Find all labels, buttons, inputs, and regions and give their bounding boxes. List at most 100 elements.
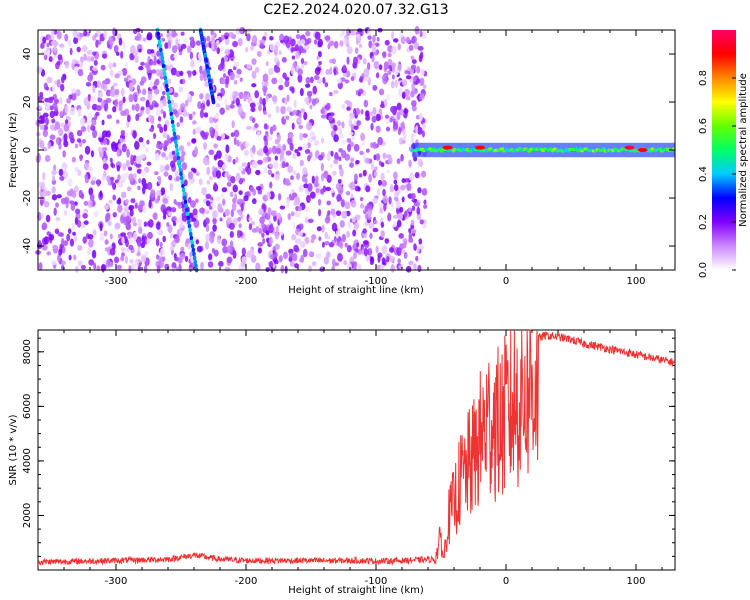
spectrogram-cell — [233, 129, 240, 138]
spectrogram-cell — [120, 50, 124, 59]
spectrogram-cell — [159, 126, 164, 134]
spectrogram-cell — [76, 129, 83, 137]
spectrogram-cell — [328, 91, 333, 97]
spectrogram-cell — [101, 119, 105, 126]
spectrogram-cell — [105, 258, 111, 268]
spectrogram-cell — [339, 40, 344, 47]
spectrogram-cell — [352, 56, 358, 65]
spectrogram-cell — [208, 175, 214, 181]
spectrogram-cell — [63, 196, 70, 204]
spectrogram-cell — [302, 143, 309, 151]
spectrogram-cell — [305, 30, 311, 37]
spectrogram-cell — [344, 79, 350, 84]
spectrogram-cell — [330, 150, 334, 157]
spectrogram-cell — [311, 98, 317, 107]
spectrogram-cell — [224, 171, 230, 178]
spectrogram-cell — [356, 33, 361, 39]
spectrogram-cell — [147, 93, 153, 101]
spectrogram-cell — [386, 255, 390, 263]
spectrogram-cell — [114, 88, 120, 96]
spectrogram-streak-cell — [193, 259, 198, 265]
spectrogram-cell — [128, 265, 132, 274]
spectrogram-cell — [267, 113, 272, 119]
spectrogram-cell — [290, 65, 295, 75]
spectrogram-cell — [71, 156, 76, 163]
spectrogram-cell — [120, 129, 126, 137]
spectrogram-cell — [373, 219, 378, 224]
spectrogram-cell — [90, 180, 96, 186]
spectrogram-cell — [171, 45, 178, 54]
spectrogram-streak-cell — [191, 247, 196, 253]
spectrogram-cell — [129, 208, 134, 217]
spectrogram-cell — [274, 66, 281, 73]
spectrogram-cell — [363, 68, 370, 78]
spectrogram-cell — [401, 91, 406, 100]
spectrogram-cell — [123, 77, 129, 83]
spectrogram-cell — [118, 143, 123, 150]
spectrogram-cell — [121, 252, 125, 257]
spectrogram-cell — [339, 220, 345, 228]
spectrogram-cell — [384, 98, 388, 108]
spectrogram-cell — [340, 150, 347, 159]
spectrogram-cell — [292, 152, 297, 160]
spectrogram-cell — [167, 39, 172, 49]
spectrogram-cell — [63, 140, 69, 148]
spectrogram-cell — [205, 233, 210, 243]
spectrogram-cell — [67, 39, 72, 47]
spectrogram-cell — [183, 37, 188, 44]
spectrogram-cell — [410, 133, 415, 138]
spectrogram-cell — [335, 182, 342, 190]
spectrogram-cell — [305, 194, 311, 204]
spectrogram-cell — [77, 245, 83, 251]
colorbar-tick-label: 0.6 — [698, 118, 709, 134]
spectrogram-cell — [44, 103, 51, 111]
spectrogram-cell — [77, 59, 81, 65]
spectrogram-cell — [284, 80, 290, 88]
spectrogram-cell — [320, 188, 325, 195]
spectrogram-cell — [153, 132, 157, 140]
spectrogram-cell — [162, 214, 167, 220]
spectrogram-cell — [83, 220, 89, 225]
spectrogram-cell — [87, 233, 94, 240]
spectrogram-cell — [153, 80, 158, 88]
spectrogram-cell — [300, 38, 306, 45]
spectrogram-cell — [294, 148, 299, 154]
spectrogram-cell — [133, 172, 137, 180]
spectrogram-cell — [213, 182, 218, 191]
spectrogram-cell — [221, 133, 226, 140]
spectrogram-cell — [353, 222, 359, 229]
spectrogram-cell — [198, 178, 203, 186]
spectrogram-cell — [137, 226, 143, 235]
spectrogram-cell — [86, 50, 93, 56]
spectrogram-cell — [89, 193, 95, 201]
spectrogram-cell — [357, 186, 361, 192]
spectrogram-cell — [337, 178, 342, 184]
spectrogram-cell — [155, 107, 161, 117]
spectrogram-cell — [159, 142, 164, 149]
spectrogram-cell — [259, 42, 264, 48]
spectrogram-cell — [274, 155, 278, 161]
spectrogram-cell — [99, 222, 103, 232]
spectrogram-cell — [375, 125, 381, 133]
spectrogram-cell — [259, 216, 265, 224]
spectrogram-cell — [266, 191, 272, 199]
spectrogram-cell — [220, 46, 224, 52]
spectrogram-cell — [250, 254, 257, 263]
spectrogram-cell — [74, 166, 80, 172]
spectrogram-streak-cell — [179, 171, 183, 177]
spectrogram-cell — [418, 54, 423, 63]
spectrogram-cell — [100, 99, 105, 109]
spectrogram-streak-cell — [188, 227, 192, 233]
spectrogram-cell — [76, 46, 81, 53]
spectrogram-cell — [302, 133, 308, 138]
spectrogram-cell — [316, 226, 322, 232]
spectrogram-cell — [403, 210, 408, 218]
spectrogram-cell — [40, 213, 44, 219]
spectrogram-cell — [87, 199, 93, 208]
spectrogram-cell — [299, 132, 304, 141]
spectrogram-cell — [396, 158, 401, 165]
spectrogram-cell — [341, 210, 348, 219]
spectrogram-cell — [255, 185, 262, 191]
spectrogram-cell — [331, 258, 336, 267]
spectrogram-cell — [356, 242, 360, 248]
